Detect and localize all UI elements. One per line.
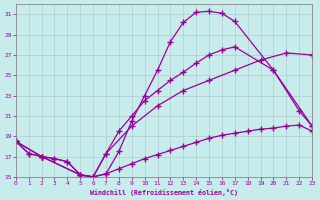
X-axis label: Windchill (Refroidissement éolien,°C): Windchill (Refroidissement éolien,°C): [90, 189, 238, 196]
